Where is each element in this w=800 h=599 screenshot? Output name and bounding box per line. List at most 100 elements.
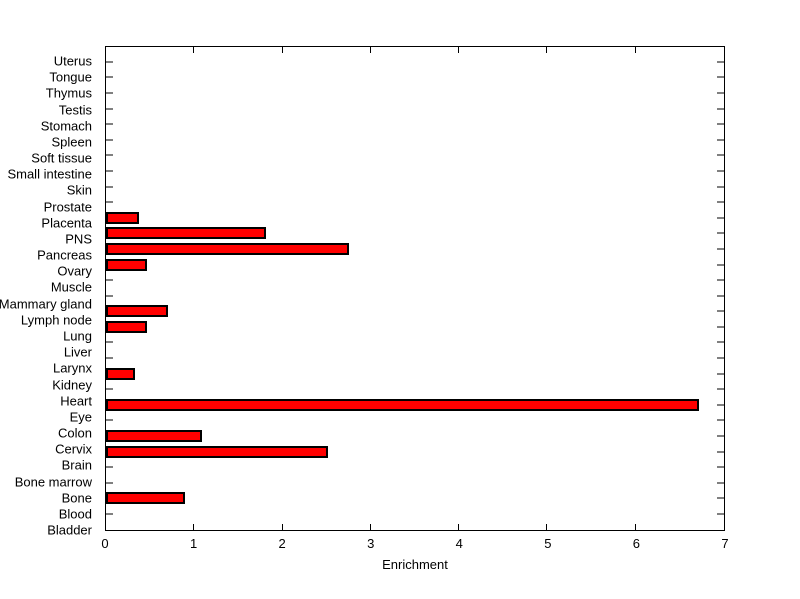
y-tick-left: [106, 154, 113, 156]
y-tick-left: [106, 482, 113, 484]
y-tick-right: [717, 497, 724, 499]
y-tick-right: [717, 217, 724, 219]
x-tick: [369, 524, 371, 530]
bar-row-stomach: [106, 116, 724, 132]
y-label-ovary: Ovary: [0, 263, 98, 279]
y-label-text: Skin: [66, 182, 92, 198]
y-tick-right: [717, 201, 724, 203]
bar-eye: [106, 398, 700, 411]
x-tick: [546, 524, 548, 530]
y-label-text: Blood: [58, 506, 92, 522]
y-label-text: Thymus: [45, 85, 92, 101]
y-label-text: Pancreas: [37, 247, 92, 263]
x-tick: [546, 47, 548, 53]
y-label-text: Lung: [63, 328, 92, 344]
y-label-text: Prostate: [43, 199, 92, 215]
y-label-text: Bone: [61, 490, 92, 506]
x-tick-label: 1: [189, 536, 198, 551]
bar-row-prostate: [106, 194, 724, 210]
y-label-text: Stomach: [40, 118, 92, 134]
y-label-text: PNS: [65, 231, 92, 247]
y-label-text: Tongue: [49, 69, 92, 85]
y-label-text: Mammary gland: [0, 296, 92, 312]
y-label-tongue: Tongue: [0, 69, 98, 85]
bar-row-larynx: [106, 350, 724, 366]
plot-area: [105, 46, 725, 531]
bar-row-cervix: [106, 428, 724, 444]
y-label-brain: Brain: [0, 457, 98, 473]
y-label-text: Testis: [58, 102, 92, 118]
y-tick-right: [717, 310, 724, 312]
y-tick-right: [717, 341, 724, 343]
y-tick-left: [106, 92, 113, 94]
bar-placenta: [106, 211, 139, 224]
bar-row-ovary: [106, 257, 724, 273]
y-label-uterus: Uterus: [0, 53, 98, 69]
y-label-text: Small intestine: [7, 166, 92, 182]
y-tick-left: [106, 61, 113, 63]
y-tick-left: [106, 466, 113, 468]
y-label-bladder: Bladder: [0, 522, 98, 538]
y-tick-left: [106, 357, 113, 359]
y-tick-right: [717, 123, 724, 125]
y-tick-right: [717, 295, 724, 297]
bar-lung: [106, 320, 147, 333]
bar-pancreas: [106, 242, 349, 255]
y-label-text: Kidney: [52, 377, 92, 393]
y-tick-right: [717, 388, 724, 390]
x-tick-label: 4: [455, 536, 463, 551]
y-label-thymus: Thymus: [0, 85, 98, 101]
x-tick: [281, 524, 283, 530]
y-label-bone: Bone: [0, 490, 98, 506]
bar-ovary: [106, 258, 148, 271]
y-tick-right: [717, 170, 724, 172]
bar-row-pns: [106, 226, 724, 242]
y-tick-right: [717, 108, 724, 110]
y-label-bone-marrow: Bone marrow: [0, 473, 98, 489]
y-tick-left: [106, 388, 113, 390]
y-label-text: Larynx: [52, 360, 92, 376]
bar-cervix: [106, 430, 203, 443]
y-tick-left: [106, 170, 113, 172]
bar-row-muscle: [106, 272, 724, 288]
bar-pns: [106, 227, 266, 240]
bar-row-lung: [106, 319, 724, 335]
x-tick-label: 0: [101, 536, 109, 551]
y-label-cervix: Cervix: [0, 441, 98, 457]
y-tick-left: [106, 76, 113, 78]
y-tick-left: [106, 108, 113, 110]
y-tick-right: [717, 279, 724, 281]
bar-rows: [106, 47, 724, 530]
y-label-text: Colon: [58, 425, 92, 441]
y-label-text: Brain: [61, 457, 92, 473]
x-tick-label: 7: [721, 536, 729, 551]
y-tick-right: [717, 186, 724, 188]
bar-row-blood: [106, 491, 724, 507]
y-label-text: Placenta: [41, 215, 92, 231]
x-tick: [458, 47, 460, 53]
y-label-stomach: Stomach: [0, 118, 98, 134]
y-tick-right: [717, 232, 724, 234]
y-tick-left: [106, 201, 113, 203]
x-tick: [193, 524, 195, 530]
y-tick-right: [717, 513, 724, 515]
bar-row-testis: [106, 101, 724, 117]
x-axis-tick-labels: 0 1 2 3 4 5 6 7: [101, 536, 729, 552]
y-label-colon: Colon: [0, 425, 98, 441]
y-tick-right: [717, 154, 724, 156]
bar-row-bone: [106, 475, 724, 491]
bar-brain: [106, 445, 328, 458]
y-tick-right: [717, 466, 724, 468]
bar-row-kidney: [106, 366, 724, 382]
y-label-prostate: Prostate: [0, 199, 98, 215]
y-tick-left: [106, 513, 113, 515]
y-label-pns: PNS: [0, 231, 98, 247]
bar-row-small-intestine: [106, 163, 724, 179]
y-label-pancreas: Pancreas: [0, 247, 98, 263]
x-tick-label: 2: [278, 536, 286, 551]
x-tick: [369, 47, 371, 53]
y-label-text: Uterus: [53, 53, 92, 69]
y-axis-labels: Uterus Tongue Thymus Testis Stomach Spleen Sof…: [0, 46, 98, 546]
bar-row-placenta: [106, 210, 724, 226]
